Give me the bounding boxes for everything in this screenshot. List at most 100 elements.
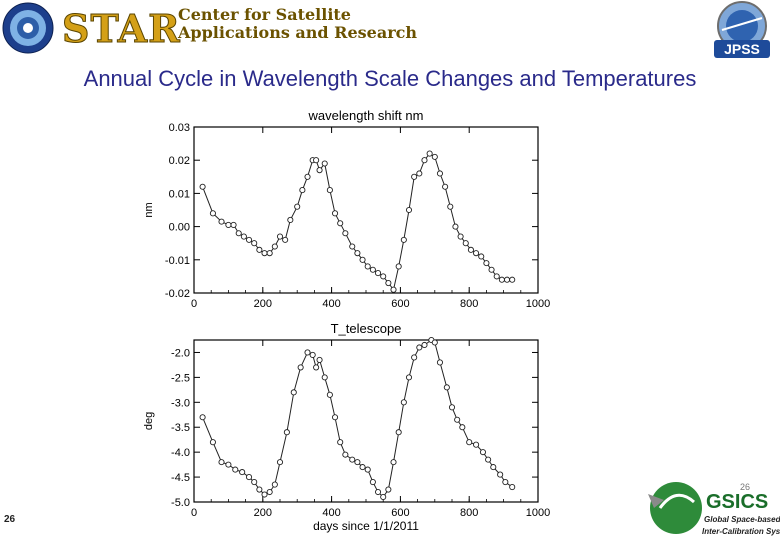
data-point (369, 266, 376, 273)
data-point (349, 243, 356, 250)
data-point (313, 364, 320, 371)
y-axis-label: deg (143, 412, 155, 430)
data-point (256, 246, 263, 253)
data-point (443, 384, 450, 391)
data-point (385, 279, 392, 287)
data-point (240, 233, 247, 240)
y-tick-label: -0.01 (165, 255, 190, 267)
data-point (400, 236, 407, 243)
y-tick-label: 0.03 (169, 122, 190, 134)
data-point (326, 391, 333, 398)
gsics-line1: Global Space-based (704, 515, 780, 524)
x-tick-label: 200 (254, 507, 272, 519)
data-point (478, 253, 485, 260)
telescope-temperature-chart: T_telescope 0 200 400 600 800 1000 -5.0 -4.5 -4.0… (143, 321, 550, 533)
data-point (271, 481, 278, 488)
data-point (321, 160, 328, 167)
data-point (488, 266, 495, 273)
gsics-wordmark: GSICS (706, 491, 768, 513)
y-tick-label: 0.01 (169, 188, 190, 200)
data-point (349, 456, 356, 463)
y-tick-label: 0.00 (169, 222, 190, 234)
chart-title: wavelength shift nm (308, 108, 424, 123)
data-point (326, 187, 333, 194)
jpss-label: JPSS (724, 41, 760, 57)
data-point (290, 389, 297, 396)
x-axis-label: days since 1/1/2011 (313, 519, 419, 533)
data-point (448, 404, 456, 411)
data-point (337, 439, 344, 446)
data-point (457, 233, 464, 240)
data-point (426, 150, 433, 157)
x-tick-label: 400 (322, 298, 340, 310)
data-point (304, 349, 311, 356)
data-point (405, 206, 413, 214)
data-point (225, 461, 232, 468)
data-point (261, 250, 268, 257)
data-point (245, 236, 253, 243)
y-tick-label: -2.5 (171, 372, 190, 384)
data-point (385, 486, 392, 493)
noaa-seal-logo (2, 2, 54, 54)
star-subtitle-line1: Center for Satellite (178, 5, 351, 24)
data-point (313, 157, 320, 164)
data-point (483, 260, 490, 267)
data-point (337, 220, 344, 227)
y-tick-label: -5.0 (171, 497, 190, 509)
data-point (395, 429, 402, 436)
data-point (331, 210, 339, 217)
series-line (202, 152, 513, 291)
data-point (509, 483, 516, 491)
data-point (421, 157, 428, 164)
x-tick-label: 800 (460, 507, 478, 519)
x-tick-label: 800 (460, 298, 478, 310)
data-point (266, 250, 273, 257)
data-point (374, 488, 382, 496)
data-point (251, 479, 258, 486)
jpss-logo: JPSS (714, 1, 770, 58)
data-point (390, 459, 397, 466)
data-point (493, 273, 500, 280)
data-point (447, 203, 454, 210)
x-tick-label: 0 (191, 298, 197, 310)
gsics-logo: 26 GSICS Global Space-based Inter-Calibr… (648, 482, 780, 536)
data-point (466, 439, 473, 446)
data-point (380, 493, 387, 501)
data-point (359, 464, 366, 471)
data-point (473, 441, 480, 448)
data-point (405, 374, 413, 381)
data-point (411, 354, 418, 361)
data-point (271, 243, 278, 250)
data-point (411, 173, 418, 180)
data-point (199, 414, 206, 421)
data-point (490, 464, 497, 471)
data-point (199, 183, 206, 190)
data-point (431, 153, 438, 160)
data-point (276, 459, 284, 466)
x-tick-label: 0 (191, 507, 197, 519)
data-point (256, 486, 263, 493)
data-point (380, 273, 387, 280)
x-tick-label: 600 (391, 507, 409, 519)
data-point (416, 170, 423, 177)
data-point (316, 167, 323, 174)
data-point (416, 344, 423, 351)
data-point (473, 250, 480, 257)
data-point (421, 341, 428, 349)
data-point (485, 456, 492, 463)
y-tick-label: -3.0 (171, 397, 190, 409)
y-tick-label: -0.02 (165, 288, 190, 300)
data-point (239, 469, 246, 476)
slide-title: Annual Cycle in Wavelength Scale Changes… (83, 66, 697, 91)
data-point (369, 479, 376, 486)
y-tick-label: -4.5 (171, 472, 190, 484)
data-point (467, 246, 474, 253)
chart-title: T_telescope (331, 321, 402, 336)
data-point (261, 491, 268, 498)
data-point (442, 183, 449, 190)
data-point (342, 230, 349, 237)
data-point (342, 451, 349, 458)
data-point (364, 466, 371, 473)
data-point (309, 351, 316, 359)
data-point (509, 276, 516, 283)
